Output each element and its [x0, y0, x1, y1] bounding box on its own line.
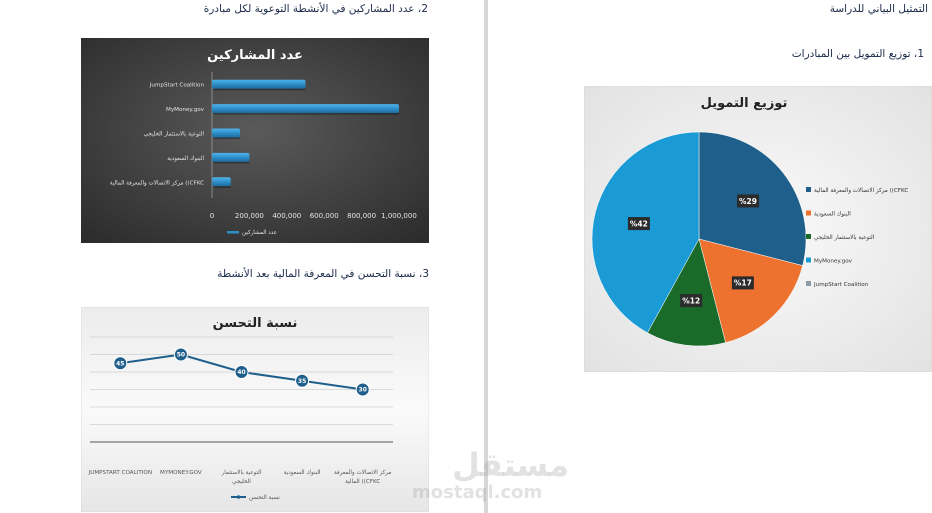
legend-label: مركز الاتصالات والمعرفة المالية ((CFKC [814, 187, 908, 194]
data-label: 40 [237, 369, 245, 376]
bar [212, 128, 241, 138]
legend-swatch [806, 234, 811, 239]
chart-background [81, 38, 429, 243]
x-tick-label: 600,000 [310, 212, 339, 220]
participants-heading: 2، عدد المشاركين في الأنشطة التوعوية لكل… [203, 3, 428, 15]
legend-swatch [806, 210, 811, 216]
participants-bar-chart[interactable]: عدد المشاركين 0 200,000 400,000 600,000 800,0… [81, 38, 429, 243]
data-label-box [680, 294, 703, 308]
data-point [234, 365, 249, 379]
document-page-left: 2، عدد المشاركين في الأنشطة التوعوية لكل… [80, 3, 430, 513]
legend-swatch [227, 231, 239, 234]
data-point [295, 373, 310, 388]
bar [212, 152, 250, 162]
pie-slice [591, 131, 700, 334]
category-label: MYMONEY.GOV [160, 470, 202, 476]
legend-label: عدد المشاركين [242, 229, 277, 236]
data-label-box [731, 276, 754, 290]
category-label: البنوك السعودية [284, 470, 321, 476]
data-point [113, 356, 128, 371]
data-point [173, 347, 188, 362]
funding-pie-chart[interactable]: توزيع التمويل %29 %17 %12 %42 مركز الاتصالات … [583, 85, 932, 373]
x-tick-label: 200,000 [235, 212, 264, 220]
data-label: 50 [177, 352, 185, 359]
data-label: %12 [682, 296, 700, 305]
bar [212, 177, 231, 187]
legend-label: التوعية بالاستثمار الخليجي [814, 235, 875, 241]
category-label: مركز الاتصالات والمعرفة المالية ((CFKC [110, 179, 204, 186]
bar-shadow [214, 161, 250, 164]
category-label: مركز الاتصالات والمعرفة [334, 469, 391, 476]
data-label: %17 [734, 279, 752, 288]
category-label: MyMoney.gov [166, 107, 205, 113]
legend-swatch [806, 281, 811, 286]
x-tick-label: 1,000,000 [381, 212, 417, 220]
data-label: 30 [359, 387, 367, 394]
pie-slice [647, 238, 726, 347]
data-label: %42 [630, 219, 648, 228]
data-label-box [627, 217, 650, 231]
legend-label: JumpStart Coalition [813, 282, 869, 288]
improvement-line-chart[interactable]: نسبة التحسن 30 35 40 50 45 مركز الاتصالات والم… [80, 306, 430, 513]
legend-marker [236, 495, 241, 499]
category-label: JumpStart Coalition [149, 83, 205, 89]
x-tick-label: 800,000 [347, 212, 376, 220]
document-page-right: التمثيل البياني للدراسة 1، توزيع التمويل… [488, 0, 932, 513]
category-label: المالية ((CFKC [345, 479, 380, 485]
bar-shadow [214, 88, 306, 91]
category-label: البنوك السعودية [167, 156, 204, 162]
data-label: 45 [116, 360, 124, 367]
chart-background [80, 306, 430, 513]
watermark-brand: مستقل [452, 446, 570, 484]
section-title: التمثيل البياني للدراسة [829, 3, 928, 15]
funding-heading: 1، توزيع التمويل بين المبادرات [791, 48, 924, 60]
chart-title: توزيع التمويل [701, 96, 788, 111]
legend-swatch [806, 187, 811, 192]
category-label: JUMPSTART COALITION [88, 470, 152, 476]
legend-label: نسبة التحسن [249, 495, 280, 501]
x-tick-label: 0 [210, 212, 214, 220]
category-label: التوعية بالاستثمار [221, 470, 262, 476]
x-tick-label: 400,000 [272, 212, 301, 220]
data-point [355, 382, 370, 397]
bar-shadow [214, 186, 231, 188]
bar-shadow [214, 113, 399, 115]
bar [212, 104, 399, 114]
category-label: الخليجي [232, 479, 251, 485]
data-label: 35 [298, 378, 306, 385]
bar [212, 79, 306, 89]
legend-label: MyMoney.gov [814, 259, 853, 265]
bar-shadow [214, 137, 241, 139]
watermark-url: mostaql.com [412, 482, 543, 503]
category-label: التوعية بالاستثمار الخليجي [144, 132, 205, 138]
chart-title: عدد المشاركين [207, 48, 303, 63]
chart-title: نسبة التحسن [213, 316, 298, 331]
legend-swatch [806, 257, 811, 263]
data-label: %29 [739, 197, 757, 206]
page-gutter [484, 0, 488, 513]
data-label-box [737, 194, 760, 208]
pie-slice [698, 238, 803, 343]
legend-label: البنوك السعودية [814, 212, 851, 218]
improvement-heading: 3، نسبة التحسن في المعرفة المالية بعد ال… [217, 268, 429, 280]
